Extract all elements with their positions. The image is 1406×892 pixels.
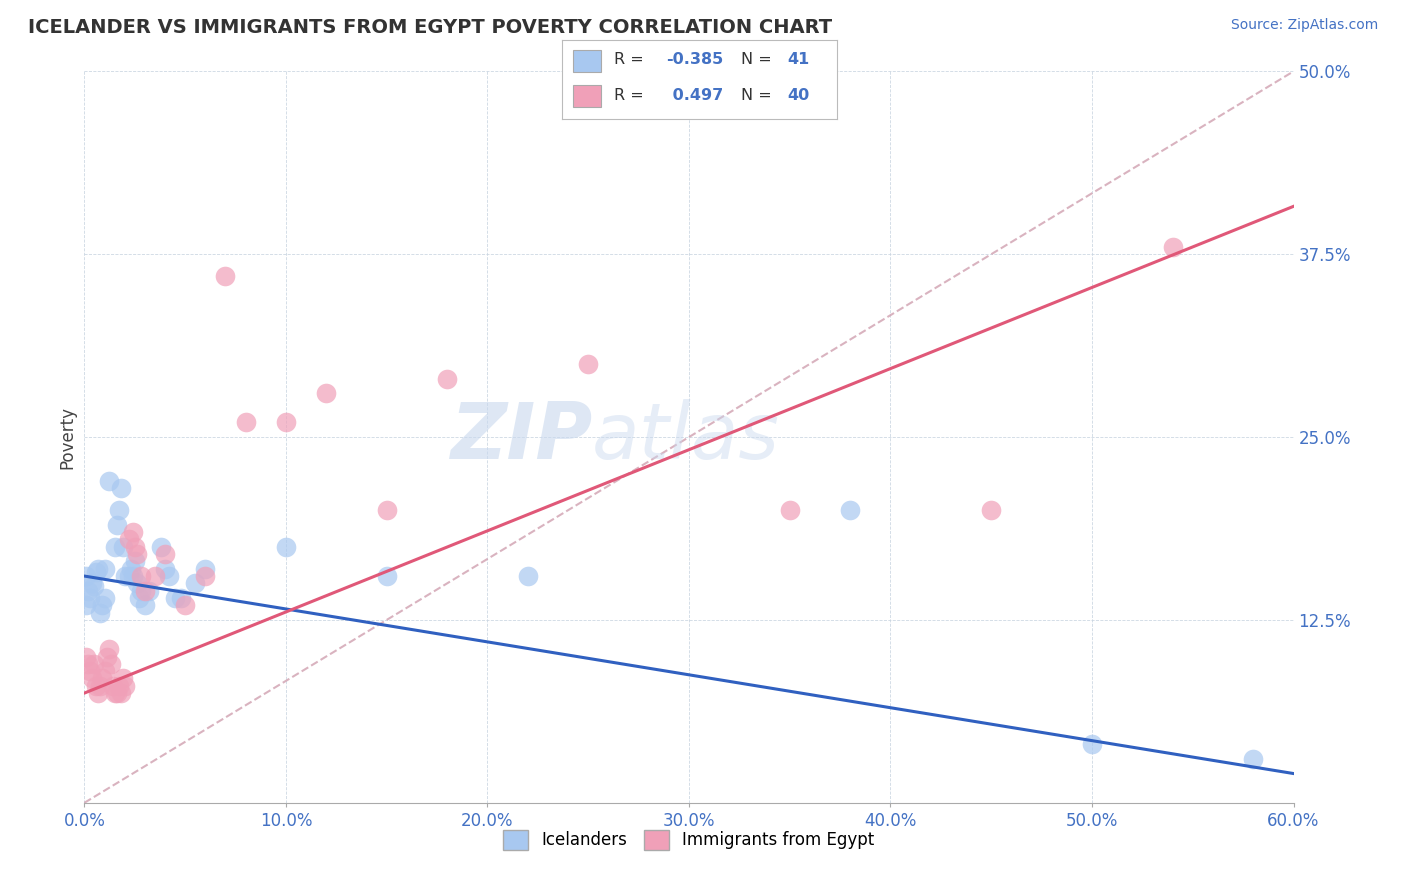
Text: R =: R = (614, 53, 644, 67)
Point (87, 562, 110, 576)
Point (86, 565, 108, 579)
Point (89, 679, 111, 693)
Point (97, 642, 120, 657)
Point (134, 599, 156, 613)
Point (839, 503, 862, 517)
Point (93, 591, 115, 605)
Point (83, 579, 105, 593)
Text: ICELANDER VS IMMIGRANTS FROM EGYPT POVERTY CORRELATION CHART: ICELANDER VS IMMIGRANTS FROM EGYPT POVER… (28, 18, 832, 37)
Point (121, 569, 143, 583)
Point (91, 672, 114, 686)
Point (375, 569, 398, 583)
Point (110, 686, 132, 700)
Point (91, 599, 114, 613)
Point (174, 599, 197, 613)
Text: -0.385: -0.385 (666, 53, 724, 67)
Point (79, 664, 101, 678)
Point (124, 540, 146, 554)
Text: ZIP: ZIP (450, 399, 592, 475)
Point (170, 591, 193, 605)
Point (1161, 240, 1184, 254)
Point (235, 416, 257, 430)
Point (118, 569, 141, 583)
Text: 41: 41 (787, 53, 810, 67)
Point (93, 664, 115, 678)
Point (93, 562, 115, 576)
Point (96, 649, 118, 664)
Point (75, 599, 97, 613)
Point (1241, 752, 1264, 766)
Text: N =: N = (741, 87, 772, 103)
Point (101, 679, 124, 693)
Point (114, 679, 136, 693)
Point (111, 540, 134, 554)
Point (107, 679, 129, 693)
Point (87, 686, 110, 700)
Point (274, 416, 297, 430)
Point (75, 649, 97, 664)
Point (124, 554, 146, 568)
FancyBboxPatch shape (574, 85, 600, 107)
Point (165, 591, 187, 605)
Point (104, 540, 127, 554)
Point (436, 371, 458, 385)
Point (100, 657, 122, 671)
Legend: Icelanders, Immigrants from Egypt: Icelanders, Immigrants from Egypt (496, 823, 882, 856)
Point (576, 357, 599, 371)
Point (1081, 737, 1104, 751)
Point (77, 657, 100, 671)
Text: R =: R = (614, 87, 644, 103)
Point (143, 569, 166, 583)
Point (114, 569, 136, 583)
Point (86, 679, 108, 693)
Point (980, 503, 1002, 517)
Point (120, 562, 142, 576)
Point (129, 583, 152, 598)
Point (75, 569, 97, 583)
Point (82, 576, 104, 591)
Point (125, 547, 148, 561)
Point (157, 569, 180, 583)
Point (134, 583, 156, 598)
Point (153, 562, 176, 576)
Point (149, 540, 172, 554)
Text: 0.497: 0.497 (666, 87, 723, 103)
Point (153, 547, 176, 561)
Point (274, 540, 297, 554)
Point (375, 503, 398, 517)
Point (79, 591, 101, 605)
Point (138, 583, 160, 598)
Point (82, 672, 104, 686)
Point (104, 686, 127, 700)
Point (107, 503, 129, 517)
Y-axis label: Poverty: Poverty (58, 406, 76, 468)
Point (194, 562, 217, 576)
Point (315, 386, 337, 401)
FancyBboxPatch shape (574, 50, 600, 71)
Text: N =: N = (741, 53, 772, 67)
Text: atlas: atlas (592, 399, 780, 475)
Text: 40: 40 (787, 87, 810, 103)
Point (516, 569, 538, 583)
Point (214, 269, 236, 284)
Point (184, 576, 207, 591)
Point (194, 569, 217, 583)
Point (111, 672, 134, 686)
Point (118, 533, 141, 547)
Point (105, 686, 128, 700)
Point (110, 481, 132, 495)
Point (121, 525, 143, 540)
Point (97, 474, 120, 488)
Point (128, 591, 150, 605)
Point (129, 569, 152, 583)
Point (779, 503, 801, 517)
Text: Source: ZipAtlas.com: Source: ZipAtlas.com (1230, 18, 1378, 32)
Point (105, 517, 128, 532)
Point (83, 657, 105, 671)
Point (77, 583, 100, 598)
Point (89, 606, 111, 620)
Point (125, 576, 148, 591)
